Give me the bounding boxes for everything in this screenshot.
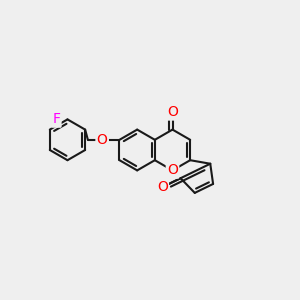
Text: O: O: [157, 180, 168, 194]
Text: O: O: [167, 105, 178, 119]
Text: F: F: [52, 112, 60, 126]
Text: O: O: [97, 133, 108, 147]
Text: O: O: [167, 164, 178, 177]
